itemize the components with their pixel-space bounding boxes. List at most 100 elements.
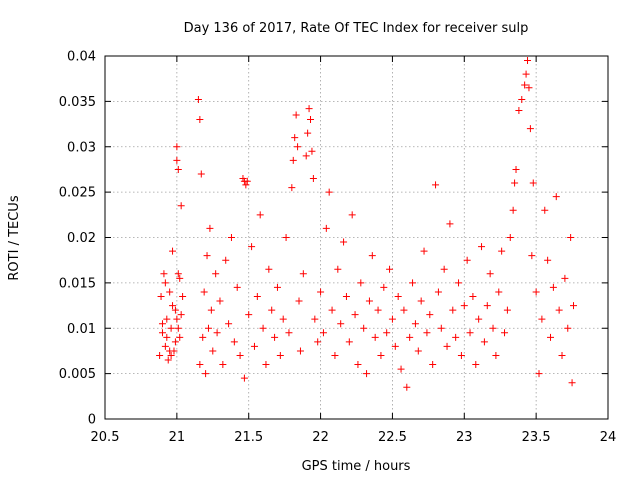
data-point (289, 156, 297, 164)
data-point (532, 288, 540, 296)
data-point (236, 351, 244, 359)
data-point (506, 234, 514, 241)
data-point (426, 311, 434, 319)
data-point (314, 338, 322, 346)
data-point (489, 324, 497, 332)
data-point (552, 193, 560, 201)
data-point (420, 247, 428, 255)
data-point (271, 333, 279, 341)
data-points (156, 57, 578, 391)
data-point (167, 351, 175, 359)
data-point (204, 324, 212, 332)
y-tick-label: 0.015 (59, 276, 96, 291)
data-point (334, 265, 342, 273)
x-axis-label: GPS time / hours (302, 459, 411, 474)
data-point (299, 270, 307, 278)
data-point (163, 315, 171, 323)
data-point (304, 129, 312, 137)
data-point (411, 320, 419, 328)
data-point (305, 105, 313, 113)
data-point (547, 333, 555, 341)
data-point (469, 292, 477, 300)
data-point (179, 292, 187, 300)
data-point (196, 361, 204, 369)
y-tick-label: 0 (88, 413, 96, 428)
data-point (423, 329, 431, 337)
data-point (351, 311, 359, 319)
data-point (443, 342, 451, 350)
data-point (167, 324, 175, 332)
data-point (524, 57, 532, 65)
data-point (302, 152, 310, 160)
x-tick-label: 22.5 (378, 430, 407, 445)
y-tick-label: 0.005 (59, 367, 96, 382)
y-tick-label: 0.025 (59, 186, 96, 201)
data-point (522, 70, 530, 78)
data-point (388, 315, 396, 323)
data-point (363, 370, 371, 378)
data-point (166, 347, 174, 355)
data-point (282, 234, 290, 241)
data-point (403, 383, 411, 391)
data-point (222, 256, 230, 264)
y-tick-label: 0.02 (67, 231, 96, 246)
data-point (440, 265, 448, 273)
y-tick-label: 0.04 (67, 50, 96, 65)
data-point (245, 311, 253, 319)
data-point (174, 165, 182, 173)
data-point (368, 252, 376, 260)
data-point (212, 270, 220, 278)
x-tick-label: 22 (312, 430, 329, 445)
data-point (158, 320, 166, 328)
data-point (386, 265, 394, 273)
y-tick-label: 0.01 (67, 322, 96, 337)
data-point (478, 243, 486, 251)
data-point (296, 347, 304, 355)
data-point (250, 342, 258, 350)
data-point (337, 320, 345, 328)
data-point (475, 315, 483, 323)
data-point (492, 351, 500, 359)
data-point (171, 338, 179, 346)
data-point (265, 265, 273, 273)
data-point (294, 143, 302, 151)
data-point (331, 351, 339, 359)
data-point (307, 116, 315, 124)
data-point (528, 252, 536, 260)
data-point (273, 283, 281, 291)
data-point (173, 156, 181, 164)
data-point (268, 306, 276, 314)
y-tick-label: 0.03 (67, 140, 96, 155)
data-point (544, 256, 552, 264)
data-point (161, 279, 169, 287)
data-point (169, 247, 177, 255)
data-point (357, 279, 365, 287)
x-tick-label: 20.5 (91, 430, 120, 445)
data-point (317, 288, 325, 296)
data-point (541, 206, 549, 214)
data-point (455, 279, 463, 287)
data-point (174, 324, 182, 332)
data-point (446, 220, 454, 228)
data-point (225, 320, 233, 328)
data-point (285, 329, 293, 337)
data-point (549, 283, 557, 291)
data-point (480, 338, 488, 346)
data-point (322, 224, 330, 232)
data-point (434, 288, 442, 296)
data-point (521, 81, 529, 89)
x-tick-label: 21 (169, 430, 186, 445)
data-point (202, 370, 210, 378)
data-point (157, 292, 165, 300)
data-point (561, 274, 569, 282)
data-point (498, 247, 506, 255)
data-point (377, 351, 385, 359)
data-point (259, 324, 267, 332)
data-point (400, 306, 408, 314)
data-point (463, 256, 471, 264)
data-point (564, 324, 572, 332)
data-point (501, 329, 509, 337)
data-point (432, 181, 440, 189)
data-point (397, 365, 405, 373)
